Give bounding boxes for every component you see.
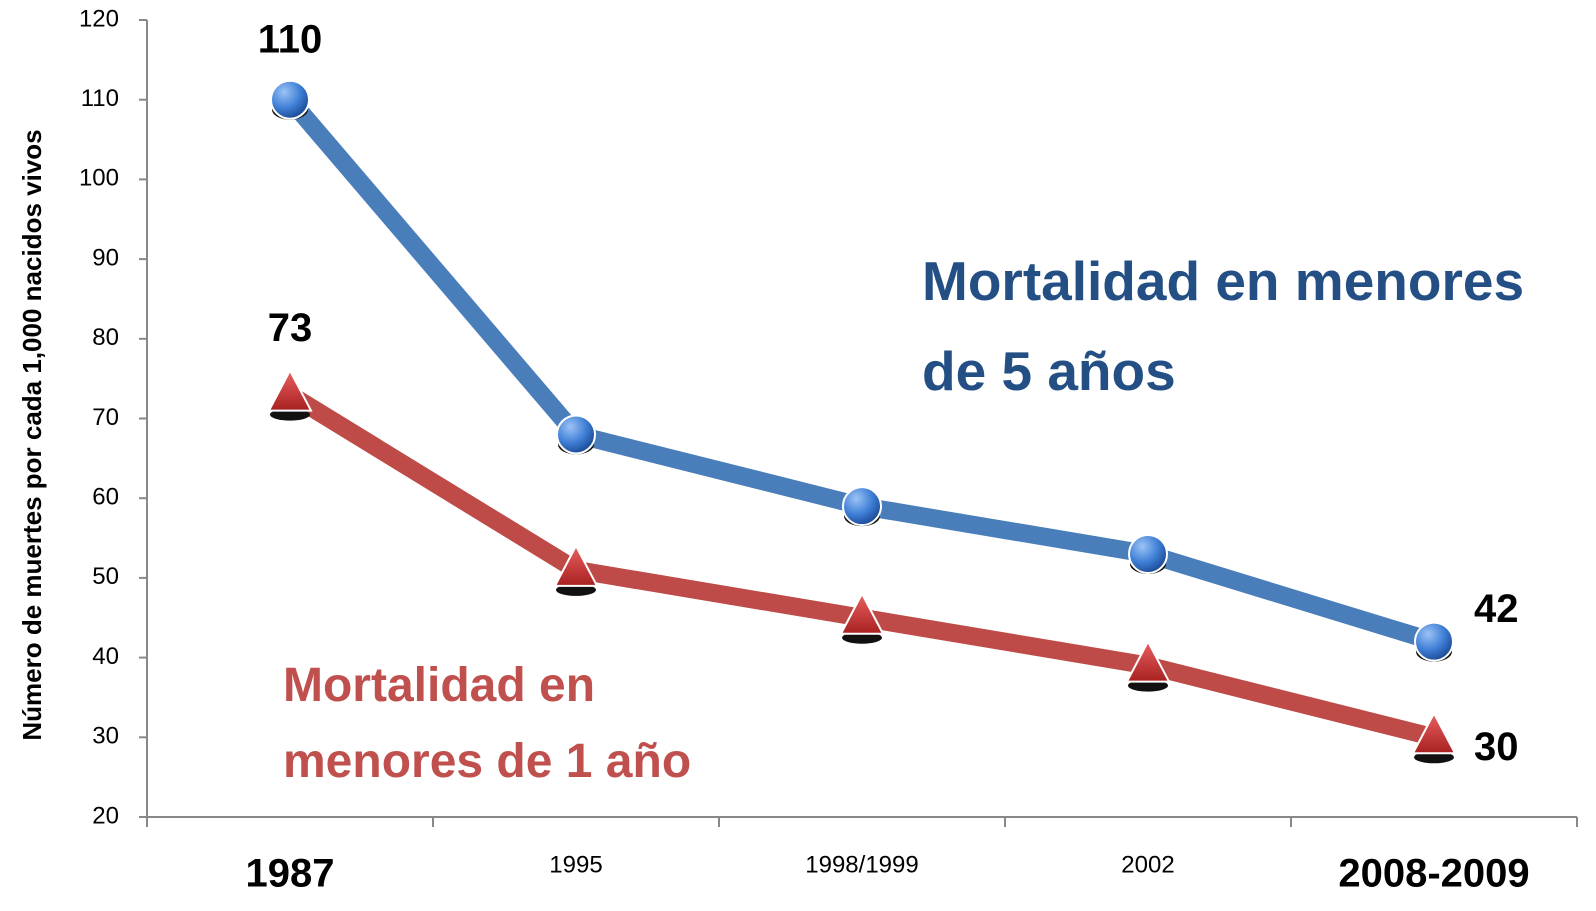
y-tick-label: 60: [92, 484, 119, 511]
series-label: Mortalidad en menores de 1 año: [283, 659, 692, 788]
y-tick-label: 100: [79, 165, 119, 192]
data-label: 42: [1474, 587, 1519, 631]
y-tick-label: 90: [92, 244, 119, 271]
y-tick-label: 30: [92, 723, 119, 750]
y-tick-label: 120: [79, 5, 119, 32]
marker: [1414, 621, 1454, 662]
marker: [270, 79, 310, 120]
marker: [839, 591, 885, 635]
x-tick-label: 1987: [246, 852, 335, 896]
x-tick-label: 1998/1999: [805, 851, 918, 878]
marker: [1128, 533, 1168, 574]
x-tick-label: 1995: [549, 851, 602, 878]
marker: [556, 414, 596, 455]
y-tick-label: 80: [92, 324, 119, 351]
marker: [842, 486, 882, 527]
data-label: 30: [1474, 725, 1519, 769]
data-label: 110: [258, 17, 323, 61]
marker: [1411, 711, 1457, 755]
y-tick-label: 110: [81, 85, 119, 112]
marker: [267, 368, 313, 412]
marker: [553, 543, 599, 587]
y-axis-label: Número de muertes por cada 1,000 nacidos…: [17, 129, 47, 740]
y-tick-label: 70: [92, 404, 119, 431]
y-tick-label: 40: [92, 643, 119, 670]
x-tick-label: 2002: [1121, 851, 1174, 878]
marker: [1125, 639, 1171, 683]
series-label: Mortalidad en menores de 5 años: [922, 250, 1525, 402]
x-tick-label: 2008-2009: [1338, 852, 1529, 896]
y-tick-label: 50: [92, 563, 119, 590]
y-tick-label: 20: [92, 802, 119, 829]
data-label: 73: [268, 306, 313, 350]
